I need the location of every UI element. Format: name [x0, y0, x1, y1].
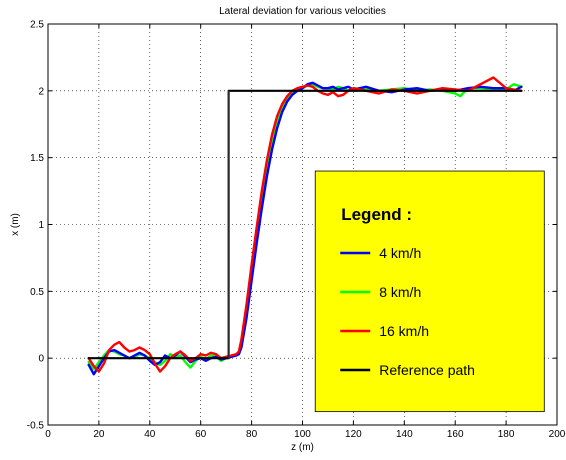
legend-entries: 4 km/h 8 km/h 16 km/h Reference path: [340, 245, 475, 378]
legend-label: Reference path: [379, 362, 475, 378]
legend: Legend : 4 km/h 8 km/h 16 km/h Reference pa…: [314, 170, 545, 413]
series-line-4-km-h: [87, 81, 523, 376]
legend-label: 4 km/h: [379, 245, 421, 261]
x-tick-label: 100: [294, 429, 311, 440]
y-tick-label: -0.5: [27, 421, 45, 432]
x-tick-label: 140: [396, 429, 413, 440]
chart-title: Lateral deviation for various velocities: [219, 6, 386, 17]
axis-ticks: 0 20 40 60 80 100 120 140 160 180 200-0.500.511.52…: [27, 20, 566, 441]
x-tick-label: 0: [45, 429, 51, 440]
x-tick-label: 200: [549, 429, 566, 440]
y-tick-label: 2.5: [30, 20, 44, 31]
x-tick-label: 120: [345, 429, 362, 440]
legend-title: Legend :: [341, 205, 412, 224]
x-tick-label: 80: [246, 429, 258, 440]
legend-label: 8 km/h: [379, 284, 421, 300]
y-tick-label: 2: [38, 86, 44, 97]
x-tick-label: 160: [447, 429, 464, 440]
plot-area: Legend : 4 km/h 8 km/h 16 km/h Reference pa…: [27, 20, 566, 441]
y-tick-label: 1: [38, 220, 44, 231]
x-tick-label: 40: [144, 429, 156, 440]
y-tick-label: 1.5: [30, 153, 44, 164]
y-tick-label: 0.5: [30, 287, 44, 298]
series-layer: [87, 76, 523, 376]
x-axis-label: z (m): [291, 442, 314, 453]
x-tick-label: 60: [195, 429, 207, 440]
x-tick-label: 180: [498, 429, 515, 440]
y-tick-label: 0: [38, 354, 44, 365]
x-tick-label: 20: [93, 429, 105, 440]
legend-label: 16 km/h: [379, 323, 429, 339]
y-axis-label: x (m): [10, 213, 21, 236]
